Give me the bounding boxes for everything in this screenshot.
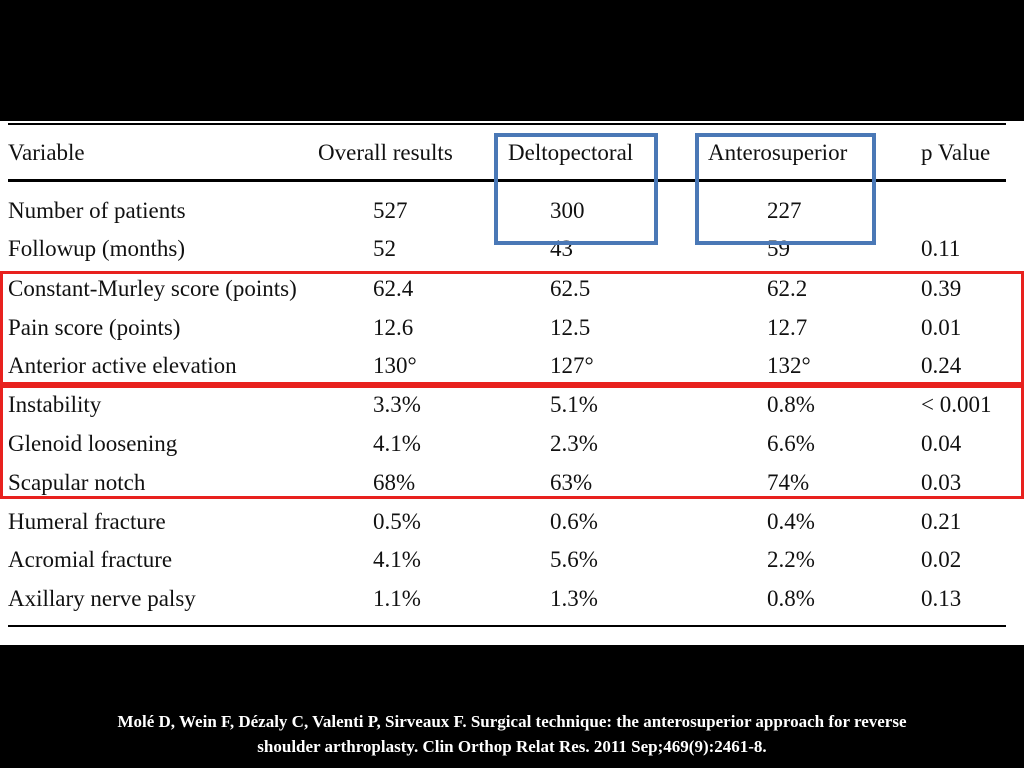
header-variable: Variable [8,140,85,165]
deltopectoral-highlight-box [494,133,658,245]
cell-deltopectoral: 62.5 [550,276,591,301]
cell-deltopectoral: 2.3% [550,431,598,456]
cell-overall: 68% [373,470,416,495]
cell-overall: 1.1% [373,586,421,611]
citation-line-2: shoulder arthroplasty. Clin Orthop Relat… [257,737,767,756]
results-table: Variable Overall results Deltopectoral A… [0,121,1024,645]
cell-anterosuperior: 0.8% [767,392,815,417]
cell-variable: Pain score (points) [8,315,181,340]
header-p-value: p Value [921,140,991,165]
cell-variable: Axillary nerve palsy [8,586,196,611]
cell-anterosuperior: 74% [767,470,810,495]
cell-anterosuperior: 0.4% [767,509,815,534]
cell-p-value: 0.03 [921,470,962,495]
cell-p-value: < 0.001 [921,392,992,417]
cell-variable: Followup (months) [8,236,185,261]
cell-anterosuperior: 132° [767,353,811,378]
cell-deltopectoral: 127° [550,353,594,378]
cell-p-value: 0.01 [921,315,962,340]
header-overall-results: Overall results [318,140,453,165]
cell-variable: Glenoid loosening [8,431,178,456]
cell-anterosuperior: 2.2% [767,547,815,572]
cell-p-value: 0.21 [921,509,962,534]
cell-p-value: 0.13 [921,586,962,611]
cell-deltopectoral: 0.6% [550,509,598,534]
cell-overall: 130° [373,353,417,378]
cell-deltopectoral: 5.6% [550,547,598,572]
cell-overall: 0.5% [373,509,421,534]
table-header-rule [8,179,1006,182]
header-deltopectoral: Deltopectoral [508,140,634,165]
cell-p-value: 0.39 [921,276,962,301]
cell-variable: Instability [8,392,102,417]
table-bottom-rule [8,625,1006,627]
cell-variable: Acromial fracture [8,547,173,572]
cell-overall: 3.3% [373,392,421,417]
cell-variable: Number of patients [8,198,186,223]
citation-line-1: Molé D, Wein F, Dézaly C, Valenti P, Sir… [117,712,907,731]
citation: Molé D, Wein F, Dézaly C, Valenti P, Sir… [20,709,1004,759]
cell-anterosuperior: 62.2 [767,276,808,301]
cell-variable: Humeral fracture [8,509,166,534]
cell-deltopectoral: 5.1% [550,392,598,417]
cell-deltopectoral: 300 [550,198,585,223]
cell-overall: 4.1% [373,547,421,572]
cell-anterosuperior: 227 [767,198,802,223]
cell-variable: Constant-Murley score (points) [8,276,297,301]
cell-p-value: 0.04 [921,431,962,456]
cell-deltopectoral: 63% [550,470,593,495]
table-top-rule [8,123,1006,125]
cell-p-value: 0.02 [921,547,962,572]
cell-variable: Scapular notch [8,470,146,495]
cell-overall: 62.4 [373,276,414,301]
cell-deltopectoral: 12.5 [550,315,591,340]
header-anterosuperior: Anterosuperior [708,140,848,165]
cell-p-value: 0.11 [921,236,961,261]
cell-anterosuperior: 12.7 [767,315,808,340]
anterosuperior-highlight-box [695,133,876,245]
function-scores-highlight-box [0,271,1024,385]
cell-overall: 12.6 [373,315,414,340]
cell-anterosuperior: 0.8% [767,586,815,611]
cell-variable: Anterior active elevation [8,353,237,378]
complications-highlight-box [0,385,1024,499]
cell-overall: 4.1% [373,431,421,456]
cell-overall: 527 [373,198,408,223]
cell-overall: 52 [373,236,396,261]
cell-deltopectoral: 1.3% [550,586,598,611]
cell-anterosuperior: 6.6% [767,431,815,456]
cell-p-value: 0.24 [921,353,962,378]
